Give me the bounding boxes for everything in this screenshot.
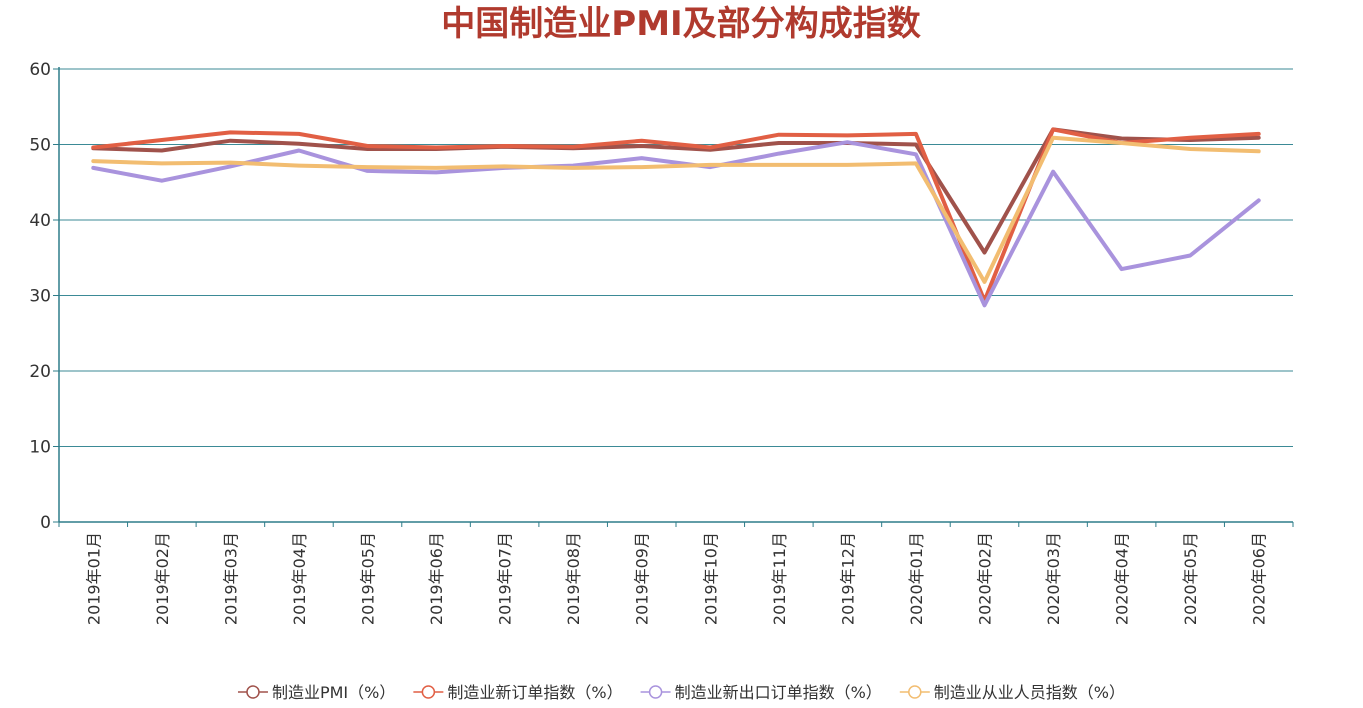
x-tick-label: 2019年10月 bbox=[701, 532, 720, 625]
x-tick-label: 2020年03月 bbox=[1044, 532, 1063, 625]
x-tick-label: 2019年01月 bbox=[84, 532, 103, 625]
x-tick-label: 2020年05月 bbox=[1181, 532, 1200, 625]
y-tick-label: 20 bbox=[29, 362, 51, 382]
legend-item-1[interactable]: 制造业PMI（%） bbox=[237, 683, 395, 702]
legend-item-2[interactable]: 制造业新订单指数（%） bbox=[413, 683, 623, 702]
series-line-2 bbox=[91, 127, 1261, 303]
y-tick-label: 30 bbox=[29, 287, 51, 307]
legend-marker-icon bbox=[648, 685, 663, 699]
x-tick-label: 2020年06月 bbox=[1250, 532, 1269, 625]
x-tick-label: 2020年04月 bbox=[1113, 532, 1132, 625]
series-line-3 bbox=[91, 140, 1261, 308]
x-tick-label: 2020年02月 bbox=[976, 532, 995, 625]
x-tick-label: 2019年12月 bbox=[838, 532, 857, 625]
series-line-1 bbox=[91, 127, 1261, 255]
x-tick-label: 2019年03月 bbox=[221, 532, 240, 625]
chart-title: 中国制造业PMI及部分构成指数 bbox=[441, 4, 920, 44]
x-tick-label: 2019年07月 bbox=[496, 532, 515, 625]
legend[interactable]: 制造业PMI（%） 制造业新订单指数（%） 制造业新出口订单指数（%） 制造业从业人员… bbox=[237, 683, 1125, 702]
legend-item-3[interactable]: 制造业新出口订单指数（%） bbox=[640, 683, 882, 702]
x-tick-label: 2019年08月 bbox=[564, 532, 583, 625]
y-tick-label: 60 bbox=[29, 60, 51, 80]
x-tick-label: 2019年05月 bbox=[359, 532, 378, 625]
x-tick-label: 2019年04月 bbox=[290, 532, 309, 625]
x-tick-label: 2020年01月 bbox=[907, 532, 926, 625]
y-tick-label: 0 bbox=[40, 513, 51, 533]
legend-label: 制造业从业人员指数（%） bbox=[934, 683, 1125, 702]
legend-item-4[interactable]: 制造业从业人员指数（%） bbox=[899, 683, 1125, 702]
legend-label: 制造业新出口订单指数（%） bbox=[675, 683, 882, 702]
legend-marker-icon bbox=[246, 685, 260, 699]
series-layer bbox=[91, 127, 1261, 308]
x-tick-label: 2019年06月 bbox=[427, 532, 446, 625]
x-tick-label: 2019年02月 bbox=[153, 532, 172, 625]
grid-layer bbox=[59, 68, 1293, 447]
x-tick-label: 2019年11月 bbox=[770, 532, 789, 625]
series-line-4 bbox=[91, 135, 1261, 284]
x-tick-label: 2019年09月 bbox=[633, 532, 652, 625]
legend-label: 制造业新订单指数（%） bbox=[447, 683, 622, 702]
axis-layer: 0 10 20 30 40 50 60 2019年01月 2019年02月 2019年03月 201… bbox=[29, 60, 1294, 625]
y-tick-label: 10 bbox=[29, 438, 51, 458]
legend-marker-icon bbox=[421, 685, 436, 699]
y-tick-label: 50 bbox=[29, 136, 51, 156]
y-tick-label: 40 bbox=[29, 211, 51, 231]
legend-marker-icon bbox=[908, 685, 922, 699]
legend-label: 制造业PMI（%） bbox=[272, 683, 395, 702]
